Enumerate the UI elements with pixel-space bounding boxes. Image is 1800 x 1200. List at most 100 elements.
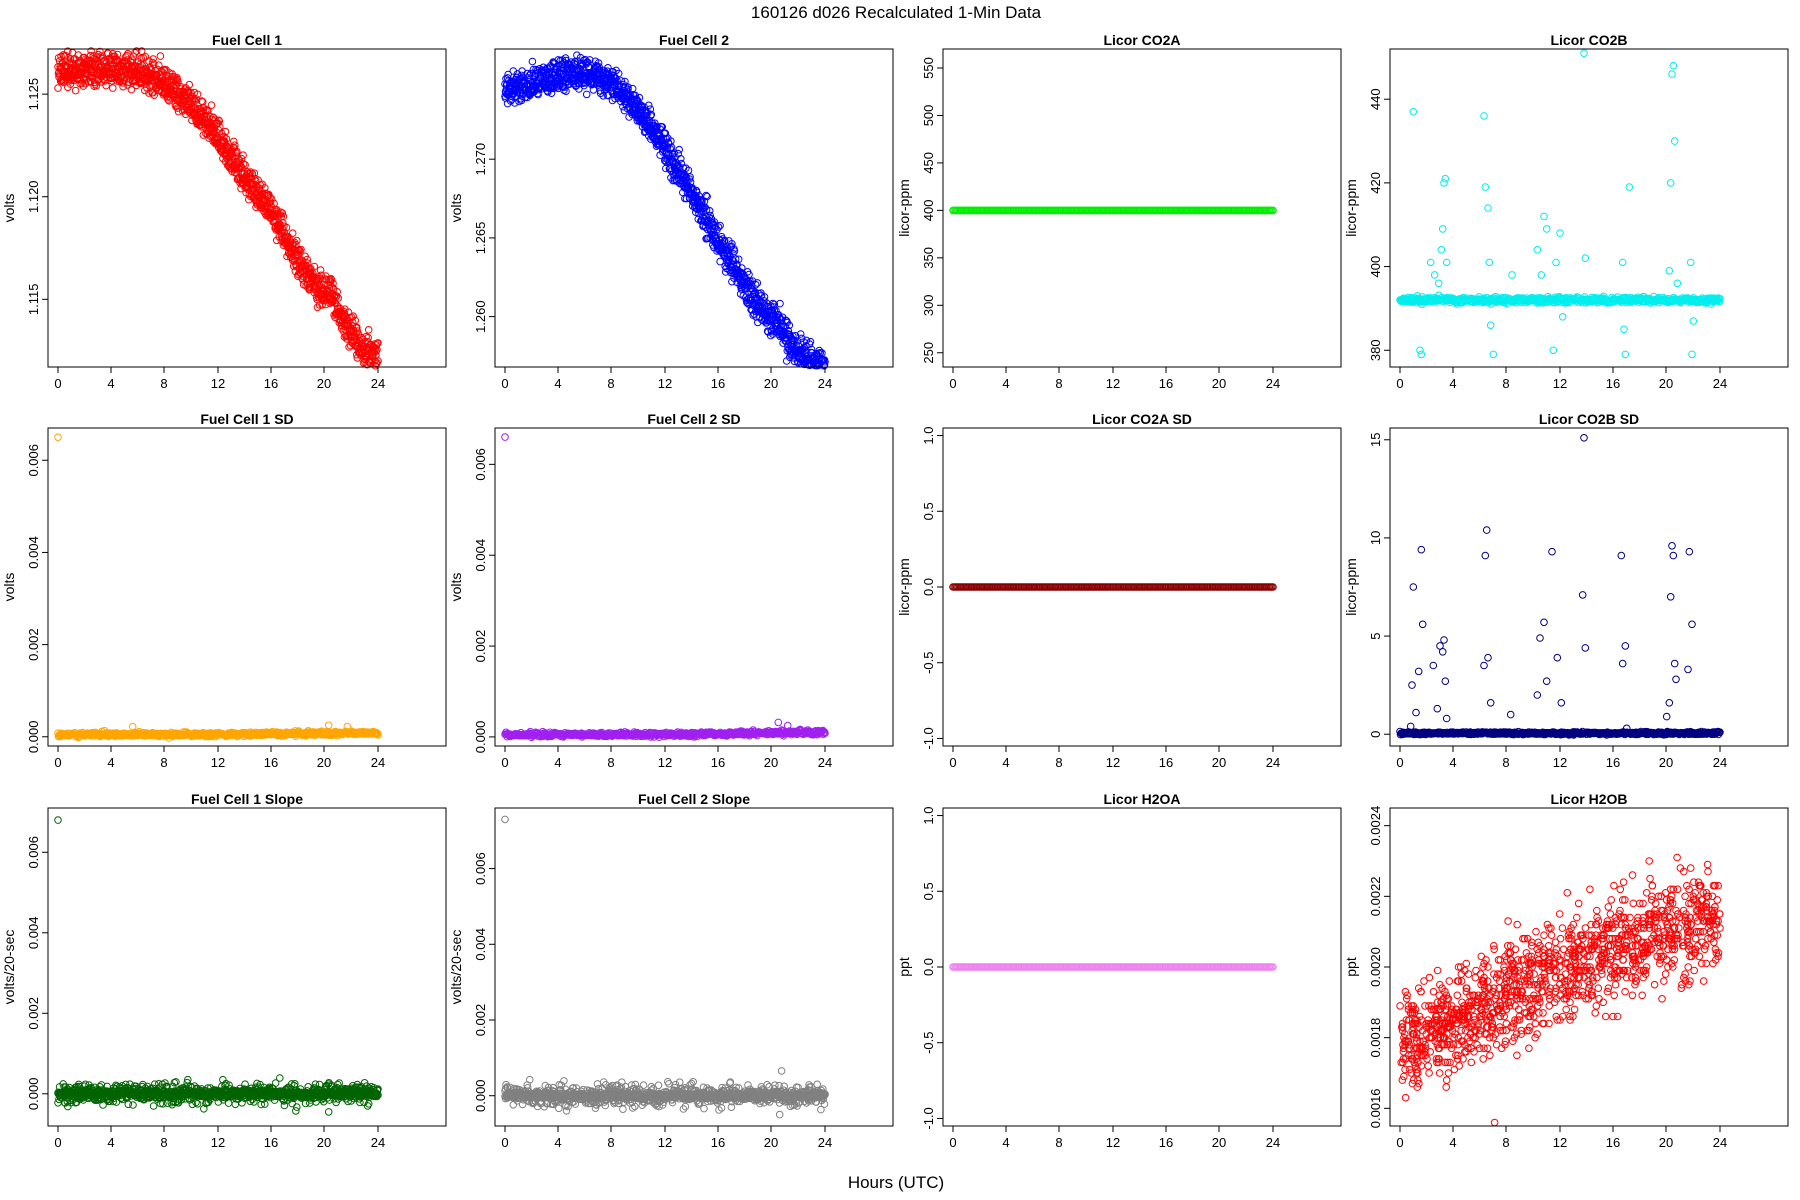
data-point xyxy=(232,148,240,157)
outlier-point xyxy=(1556,229,1564,237)
x-tick-label: 0 xyxy=(1396,376,1403,391)
data-point xyxy=(102,81,110,90)
data-point xyxy=(148,58,157,67)
panel-title: Fuel Cell 1 xyxy=(212,32,282,48)
y-tick-label: 450 xyxy=(921,152,936,174)
data-point xyxy=(303,255,312,264)
panel-ylabel: volts xyxy=(448,194,464,223)
y-tick-label: 0.004 xyxy=(473,539,488,572)
data-point xyxy=(220,137,228,145)
data-point xyxy=(221,144,229,153)
data-point xyxy=(245,169,254,177)
data-point xyxy=(301,265,309,274)
x-tick-label: 12 xyxy=(211,376,225,391)
x-tick-label: 24 xyxy=(818,376,832,391)
data-point xyxy=(313,303,322,312)
data-point xyxy=(586,56,594,64)
data-point xyxy=(300,262,309,270)
data-point xyxy=(132,47,141,55)
data-points xyxy=(54,433,382,742)
outlier-point xyxy=(1540,212,1548,221)
data-point xyxy=(224,144,232,153)
y-tick-label: 300 xyxy=(921,294,936,316)
data-point xyxy=(240,169,248,177)
data-point xyxy=(621,77,629,86)
x-tick-label: 8 xyxy=(160,755,167,770)
plot-frame xyxy=(47,427,447,747)
outlier-point xyxy=(1481,183,1490,191)
outlier-point xyxy=(1442,258,1451,267)
plot-frame xyxy=(494,427,894,747)
data-point xyxy=(87,47,95,55)
data-point xyxy=(372,347,380,356)
y-tick-label: 400 xyxy=(1368,256,1383,278)
outlier-point xyxy=(1484,204,1492,212)
data-point xyxy=(156,52,165,60)
data-point xyxy=(196,107,205,115)
data-points xyxy=(501,433,829,742)
data-point xyxy=(66,75,74,84)
panel-ylabel: licor-ppm xyxy=(896,558,912,616)
data-point xyxy=(241,161,249,169)
outlier-point xyxy=(1668,70,1676,78)
data-point xyxy=(263,201,272,210)
data-point xyxy=(197,97,206,105)
x-tick-label: 0 xyxy=(501,755,508,770)
y-tick-label: 0.000 xyxy=(473,721,488,754)
data-point xyxy=(213,134,221,143)
y-tick-label: 0.002 xyxy=(26,628,41,661)
outlier-point xyxy=(1441,174,1450,183)
data-point xyxy=(329,279,337,288)
y-tick-label: 1.260 xyxy=(473,300,488,333)
x-tick-label: 20 xyxy=(764,376,778,391)
data-point xyxy=(258,190,267,199)
panel-title: Licor CO2A SD xyxy=(1092,411,1192,427)
y-tick-label: 0.000 xyxy=(26,721,41,754)
outlier-point xyxy=(1508,271,1516,279)
data-point xyxy=(604,64,612,72)
data-point xyxy=(311,283,320,292)
data-point xyxy=(131,63,140,71)
data-point xyxy=(647,110,656,119)
outlier-point xyxy=(1689,317,1698,325)
outlier-point xyxy=(1437,246,1446,254)
outlier-point xyxy=(1537,271,1546,279)
data-point xyxy=(193,90,202,99)
data-point xyxy=(352,338,361,347)
outlier-point xyxy=(1686,258,1695,267)
x-tick-label: 24 xyxy=(1266,376,1280,391)
data-point xyxy=(158,74,167,82)
outlier-point xyxy=(1581,254,1590,263)
data-point xyxy=(316,266,325,274)
outlier-point xyxy=(1489,350,1498,359)
data-point xyxy=(64,47,72,56)
x-tick-label: 24 xyxy=(818,755,832,770)
data-point xyxy=(91,61,100,69)
data-point xyxy=(310,262,319,271)
data-point xyxy=(249,180,257,189)
x-tick-label: 4 xyxy=(1002,376,1009,391)
data-point xyxy=(277,228,285,236)
data-point xyxy=(215,117,224,125)
data-point xyxy=(113,50,122,59)
data-point xyxy=(130,65,138,73)
data-point xyxy=(266,194,274,202)
y-tick-label: 400 xyxy=(921,200,936,222)
data-point xyxy=(277,208,285,216)
outlier-point xyxy=(128,722,137,731)
data-point xyxy=(675,145,684,154)
data-point xyxy=(261,184,269,192)
data-point xyxy=(644,101,653,110)
y-tick-label: 350 xyxy=(921,247,936,269)
data-points xyxy=(949,583,1277,591)
x-tick-label: 8 xyxy=(1055,376,1062,391)
outlier-point xyxy=(1625,183,1634,191)
outlier-point xyxy=(1670,137,1679,145)
data-point xyxy=(119,77,128,85)
x-tick-label: 8 xyxy=(160,376,167,391)
